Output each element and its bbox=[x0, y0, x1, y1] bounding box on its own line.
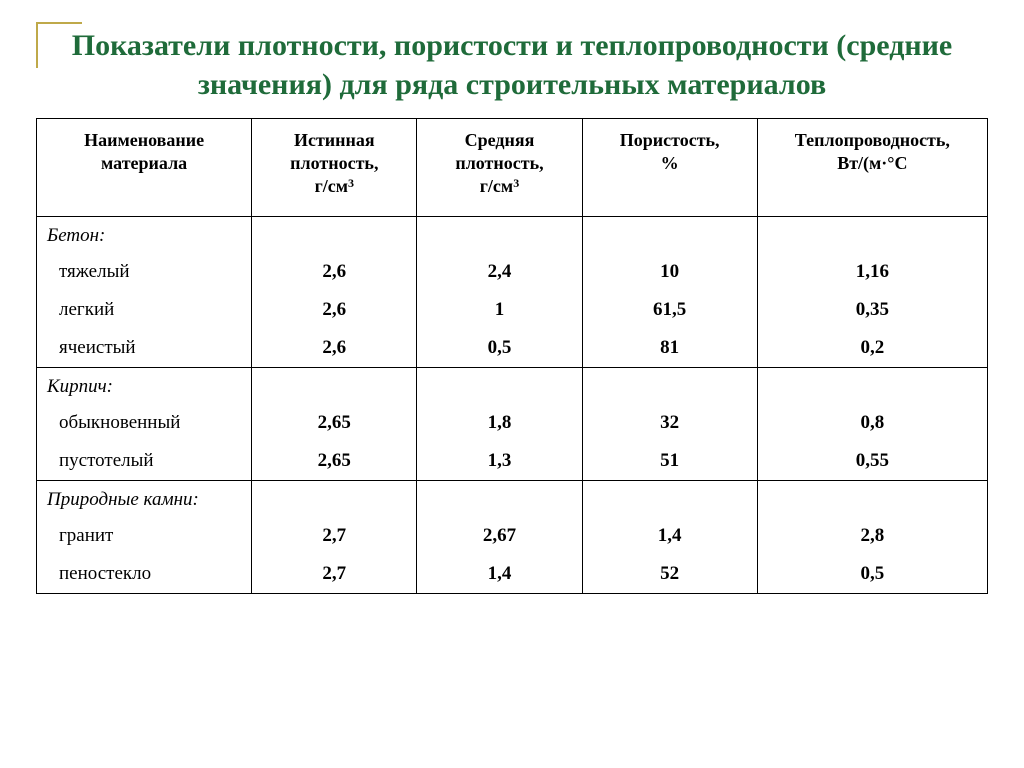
value: 1,4 bbox=[417, 555, 581, 593]
value: 2,67 bbox=[417, 517, 581, 555]
value: 2,8 bbox=[758, 517, 987, 555]
spacer bbox=[758, 481, 987, 517]
spacer bbox=[583, 481, 757, 517]
page-title: Показатели плотности, пористости и тепло… bbox=[36, 22, 988, 118]
col-header-avg-density: Средняя плотность, г/см3 bbox=[417, 119, 582, 217]
col-header-unit: г/см3 bbox=[425, 174, 573, 198]
table-group: Природные камни:гранитпеностекло 2,72,7 … bbox=[37, 480, 988, 593]
materials-table: Наименование материала Истинная плотност… bbox=[36, 118, 988, 594]
value: 0,5 bbox=[758, 555, 987, 593]
spacer bbox=[758, 217, 987, 253]
col-header-label: Средняя плотность, bbox=[455, 130, 543, 173]
col-header-label: Теплопроводность, bbox=[795, 130, 950, 150]
group-name-cell: Бетон:тяжелыйлегкийячеистый bbox=[37, 216, 252, 367]
col-header-conductivity: Теплопроводность, Вт/(м·°С bbox=[757, 119, 987, 217]
value: 1,8 bbox=[417, 404, 581, 442]
group-label: Природные камни: bbox=[37, 481, 251, 517]
group-name-cell: Кирпич:обыкновенныйпустотелый bbox=[37, 367, 252, 480]
spacer bbox=[252, 481, 416, 517]
value: 51 bbox=[583, 442, 757, 480]
value: 0,35 bbox=[758, 291, 987, 329]
row-name: гранит bbox=[37, 517, 251, 555]
spacer bbox=[417, 481, 581, 517]
row-name: ячеистый bbox=[37, 329, 251, 367]
table-body: Бетон:тяжелыйлегкийячеистый 2,62,62,6 2,… bbox=[37, 216, 988, 593]
col-header-unit: Вт/(м·°С bbox=[766, 152, 979, 175]
group-label: Кирпич: bbox=[37, 368, 251, 404]
value: 61,5 bbox=[583, 291, 757, 329]
value: 2,65 bbox=[252, 404, 416, 442]
value-cell: 2,652,65 bbox=[252, 367, 417, 480]
value: 1,16 bbox=[758, 253, 987, 291]
value: 2,7 bbox=[252, 517, 416, 555]
value: 1,4 bbox=[583, 517, 757, 555]
row-name: легкий bbox=[37, 291, 251, 329]
col-header-unit: % bbox=[591, 152, 749, 175]
row-name: пеностекло bbox=[37, 555, 251, 593]
spacer bbox=[417, 368, 581, 404]
value-cell: 3251 bbox=[582, 367, 757, 480]
spacer bbox=[252, 217, 416, 253]
value-cell: 1,452 bbox=[582, 480, 757, 593]
table-header-row: Наименование материала Истинная плотност… bbox=[37, 119, 988, 217]
value-cell: 2,62,62,6 bbox=[252, 216, 417, 367]
value: 32 bbox=[583, 404, 757, 442]
value-cell: 2,410,5 bbox=[417, 216, 582, 367]
value: 2,7 bbox=[252, 555, 416, 593]
col-header-name: Наименование материала bbox=[37, 119, 252, 217]
value-cell: 2,671,4 bbox=[417, 480, 582, 593]
group-name-cell: Природные камни:гранитпеностекло bbox=[37, 480, 252, 593]
value-cell: 1061,581 bbox=[582, 216, 757, 367]
corner-accent bbox=[36, 22, 82, 68]
col-header-true-density: Истинная плотность, г/см3 bbox=[252, 119, 417, 217]
spacer bbox=[417, 217, 581, 253]
value: 2,65 bbox=[252, 442, 416, 480]
spacer bbox=[758, 368, 987, 404]
spacer bbox=[252, 368, 416, 404]
value: 2,6 bbox=[252, 291, 416, 329]
value: 1 bbox=[417, 291, 581, 329]
value-cell: 1,160,350,2 bbox=[757, 216, 987, 367]
col-header-label: Истинная плотность, bbox=[290, 130, 378, 173]
table-group: Кирпич:обыкновенныйпустотелый 2,652,65 1… bbox=[37, 367, 988, 480]
value-cell: 0,80,55 bbox=[757, 367, 987, 480]
col-header-label: Пористость, bbox=[620, 130, 720, 150]
value: 1,3 bbox=[417, 442, 581, 480]
value: 0,55 bbox=[758, 442, 987, 480]
value: 0,5 bbox=[417, 329, 581, 367]
value: 10 bbox=[583, 253, 757, 291]
value-cell: 2,72,7 bbox=[252, 480, 417, 593]
row-name: пустотелый bbox=[37, 442, 251, 480]
value: 81 bbox=[583, 329, 757, 367]
table-group: Бетон:тяжелыйлегкийячеистый 2,62,62,6 2,… bbox=[37, 216, 988, 367]
col-header-porosity: Пористость, % bbox=[582, 119, 757, 217]
row-name: обыкновенный bbox=[37, 404, 251, 442]
spacer bbox=[583, 217, 757, 253]
col-header-unit: г/см3 bbox=[260, 174, 408, 198]
value: 0,2 bbox=[758, 329, 987, 367]
value: 52 bbox=[583, 555, 757, 593]
col-header-label: Наименование материала bbox=[84, 130, 204, 173]
value: 2,4 bbox=[417, 253, 581, 291]
value-cell: 2,80,5 bbox=[757, 480, 987, 593]
row-name: тяжелый bbox=[37, 253, 251, 291]
value-cell: 1,81,3 bbox=[417, 367, 582, 480]
spacer bbox=[583, 368, 757, 404]
value: 2,6 bbox=[252, 329, 416, 367]
group-label: Бетон: bbox=[37, 217, 251, 253]
value: 2,6 bbox=[252, 253, 416, 291]
value: 0,8 bbox=[758, 404, 987, 442]
